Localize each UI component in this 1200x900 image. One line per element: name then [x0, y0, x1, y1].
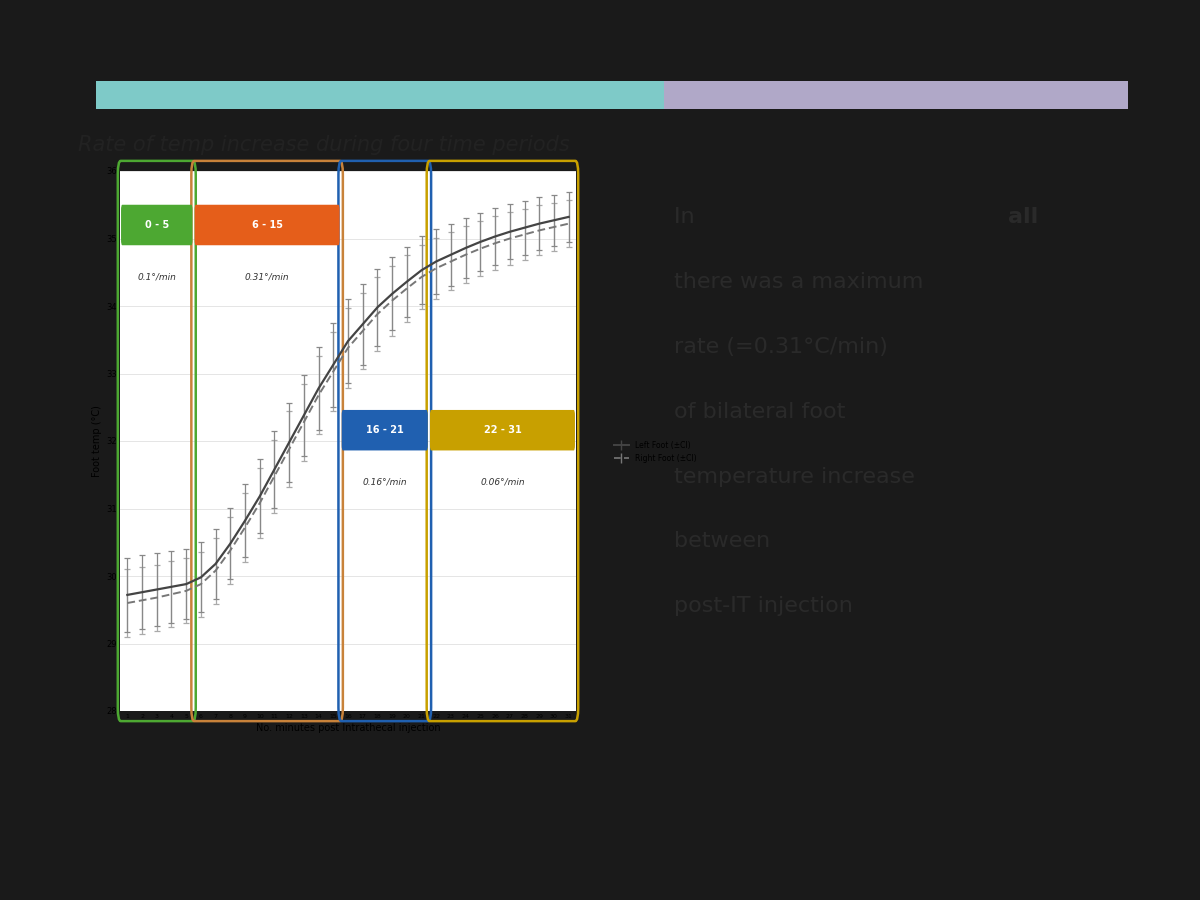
- Text: 0.31°/min: 0.31°/min: [245, 272, 289, 281]
- Text: all: all: [1008, 207, 1038, 228]
- FancyBboxPatch shape: [342, 410, 428, 450]
- Text: 0.1°/min: 0.1°/min: [137, 272, 176, 281]
- Text: 16 - 21: 16 - 21: [366, 425, 403, 436]
- Bar: [664, 81, 1128, 109]
- Bar: [96, 81, 1128, 109]
- Text: 0.06°/min: 0.06°/min: [480, 478, 524, 487]
- Text: 0.16°/min: 0.16°/min: [362, 478, 407, 487]
- Legend: Left Foot (±CI), Right Foot (±CI): Left Foot (±CI), Right Foot (±CI): [611, 437, 700, 466]
- Text: Rate of temp increase during four time periods: Rate of temp increase during four time p…: [78, 135, 570, 155]
- Y-axis label: Foot temp (°C): Foot temp (°C): [92, 405, 102, 477]
- Text: 0 - 5: 0 - 5: [145, 220, 169, 230]
- Text: 6 - 15: 6 - 15: [252, 220, 282, 230]
- Text: there was a maximum: there was a maximum: [674, 272, 923, 292]
- Text: of bilateral foot: of bilateral foot: [674, 401, 845, 422]
- Text: In: In: [674, 207, 702, 228]
- FancyBboxPatch shape: [121, 204, 192, 245]
- Text: post-IT injection: post-IT injection: [674, 596, 853, 617]
- FancyBboxPatch shape: [194, 204, 340, 245]
- Text: temperature increase: temperature increase: [674, 466, 914, 487]
- Text: between: between: [674, 531, 778, 552]
- FancyBboxPatch shape: [430, 410, 575, 450]
- Text: 22 - 31: 22 - 31: [484, 425, 521, 436]
- X-axis label: No. minutes post Intrathecal injection: No. minutes post Intrathecal injection: [256, 723, 440, 733]
- Text: rate (=0.31°C/min): rate (=0.31°C/min): [674, 337, 888, 357]
